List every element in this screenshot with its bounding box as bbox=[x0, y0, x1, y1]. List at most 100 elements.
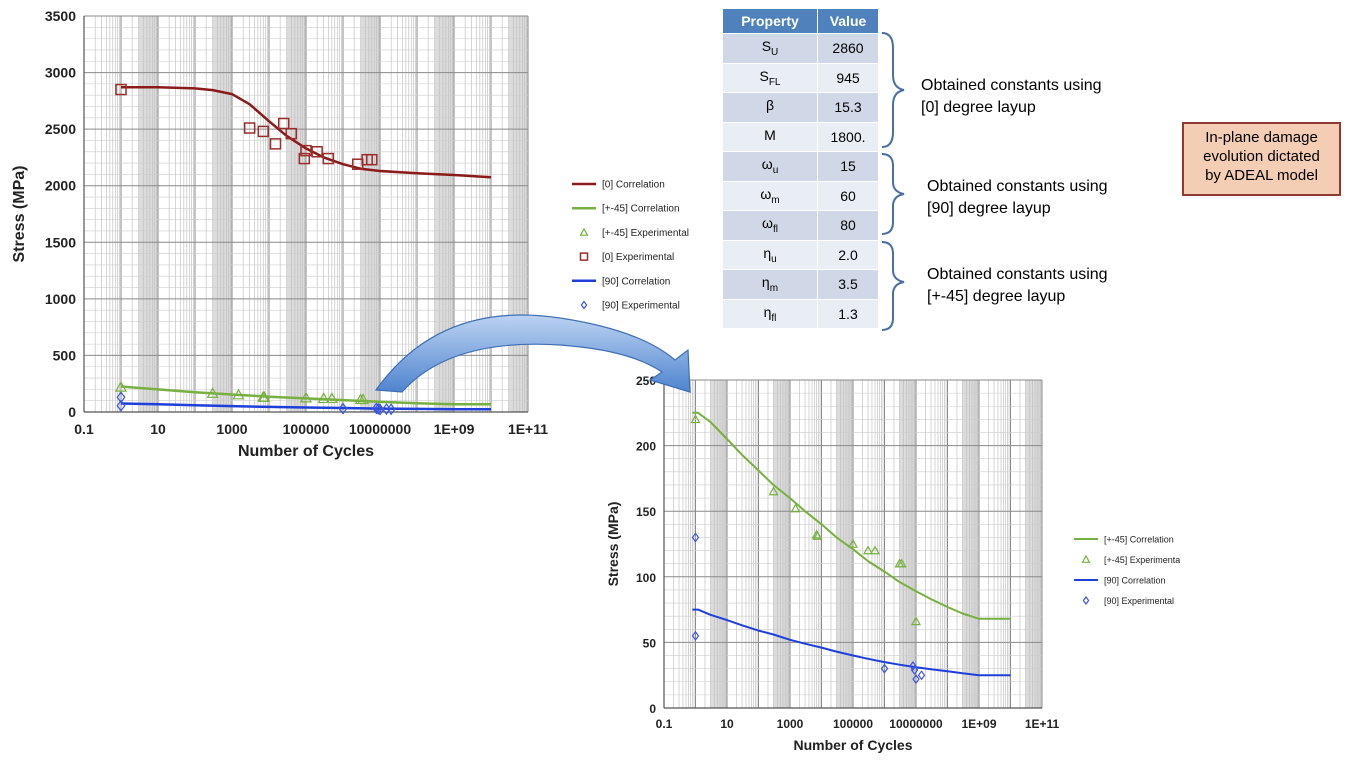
data-point-square bbox=[243, 122, 256, 134]
table-row: β 15.3 bbox=[722, 92, 879, 123]
data-point-diamond bbox=[116, 391, 126, 404]
legend-label: [90] Correlation bbox=[602, 276, 670, 287]
y-tick-label: 150 bbox=[636, 505, 656, 519]
x-tick-label: 1E+11 bbox=[508, 421, 548, 437]
y-tick-label: 3500 bbox=[45, 8, 76, 24]
y-tick-label: 1000 bbox=[45, 291, 76, 307]
y-tick-label: 2500 bbox=[45, 121, 76, 137]
series-line bbox=[692, 608, 1011, 677]
data-point-square bbox=[322, 152, 335, 165]
note-line3: by ADEAL model bbox=[1205, 167, 1318, 184]
data-point-triangle bbox=[232, 388, 245, 400]
x-tick-label: 1000 bbox=[777, 717, 804, 731]
y-tick-label: 100 bbox=[636, 571, 656, 585]
property-cell: ωm bbox=[722, 180, 818, 211]
property-cell: ηfl bbox=[722, 298, 818, 329]
x-tick-label: 100000 bbox=[283, 421, 330, 437]
legend-label: [+-45] Experimental bbox=[1104, 555, 1180, 565]
data-point-square bbox=[366, 153, 378, 166]
data-point-diamond bbox=[909, 661, 917, 672]
data-point-square bbox=[269, 138, 282, 150]
x-tick-label: 1E+09 bbox=[961, 717, 996, 731]
y-tick-label: 2000 bbox=[45, 178, 76, 194]
data-point-diamond bbox=[1082, 596, 1090, 605]
group-label-line1: Obtained constants using bbox=[921, 77, 1102, 94]
data-point-diamond bbox=[375, 403, 385, 416]
data-point-diamond bbox=[386, 403, 396, 416]
y-tick-label: 500 bbox=[53, 347, 77, 363]
property-cell: SU bbox=[722, 33, 818, 64]
x-tick-label: 1E+11 bbox=[1025, 717, 1060, 731]
value-cell: 15 bbox=[817, 151, 879, 182]
value-cell: 1.3 bbox=[817, 298, 879, 329]
decade-band bbox=[434, 16, 454, 412]
adeal-note-box: In-plane damage evolution dictated by AD… bbox=[1182, 122, 1341, 196]
property-cell: ωfl bbox=[722, 210, 818, 241]
brace-45-layup bbox=[881, 241, 905, 331]
y-tick-label: 50 bbox=[643, 636, 657, 650]
zoom-stress-chart: 0 50 100 150 200 250 0.1 10 1000 100000 10000000 1E… bbox=[605, 374, 1180, 753]
table-row: ηu 2.0 bbox=[722, 239, 879, 270]
data-point-diamond bbox=[373, 402, 383, 415]
note-line2: evolution dictated bbox=[1203, 148, 1320, 165]
data-point-triangle bbox=[317, 392, 330, 404]
legend-label: [90] Correlation bbox=[1104, 576, 1166, 586]
data-point-square bbox=[311, 146, 323, 158]
x-axis-title: Number of Cycles bbox=[238, 443, 374, 460]
data-point-triangle bbox=[206, 387, 219, 398]
decade-band bbox=[773, 380, 790, 708]
value-cell: 80 bbox=[817, 210, 879, 241]
data-point-triangle bbox=[812, 530, 823, 540]
series-line bbox=[120, 385, 491, 406]
x-tick-label: 10000000 bbox=[349, 421, 412, 437]
data-point-diamond bbox=[691, 630, 700, 641]
main-stress-chart: 0 500 1000 1500 2000 2500 3000 3500 0.1 10 1000 100… bbox=[11, 8, 689, 460]
header-property: Property bbox=[722, 8, 818, 34]
legend-label: [+-45] Correlation bbox=[1104, 535, 1174, 545]
legend-label: [0] Correlation bbox=[602, 180, 665, 191]
property-cell: ηu bbox=[722, 239, 818, 270]
table-row: SU 2860 bbox=[722, 33, 879, 64]
y-tick-label: 200 bbox=[636, 440, 656, 454]
data-point-triangle bbox=[690, 414, 701, 424]
x-tick-label: 10 bbox=[150, 421, 166, 437]
data-point-triangle bbox=[869, 545, 881, 555]
x-tick-label: 1E+09 bbox=[434, 421, 475, 437]
series-line bbox=[692, 411, 1011, 620]
legend-label: [90] Experimental bbox=[602, 301, 680, 312]
value-cell: 945 bbox=[817, 62, 879, 93]
data-point-triangle bbox=[910, 616, 922, 626]
group-label-line2: [+-45] degree layup bbox=[927, 288, 1066, 305]
property-cell: β bbox=[722, 92, 818, 123]
data-point-triangle bbox=[768, 486, 779, 496]
table-header-row: Property Value bbox=[722, 8, 879, 34]
y-tick-label: 0 bbox=[649, 702, 656, 716]
data-point-square bbox=[257, 125, 270, 138]
y-axis-title: Stress (MPa) bbox=[11, 166, 28, 263]
decade-band bbox=[962, 380, 979, 708]
property-cell: M bbox=[722, 121, 818, 152]
value-cell: 3.5 bbox=[817, 269, 879, 300]
value-cell: 1800. bbox=[817, 121, 879, 152]
data-point-diamond bbox=[338, 402, 348, 415]
table-row: ηfl 1.3 bbox=[722, 298, 879, 329]
table-row: ηm 3.5 bbox=[722, 269, 879, 300]
data-point-triangle bbox=[847, 538, 859, 548]
y-tick-label: 250 bbox=[636, 374, 656, 388]
data-point-diamond bbox=[880, 663, 889, 674]
data-point-triangle bbox=[325, 392, 338, 404]
data-point-triangle bbox=[114, 380, 128, 392]
decade-band bbox=[360, 16, 380, 412]
brace-90-layup bbox=[881, 153, 905, 235]
data-point-square bbox=[300, 144, 312, 157]
group-label-line2: [0] degree layup bbox=[921, 99, 1036, 116]
decade-band bbox=[286, 16, 306, 412]
data-point-triangle bbox=[299, 391, 313, 403]
data-point-triangle bbox=[258, 391, 271, 402]
value-cell: 60 bbox=[817, 180, 879, 211]
group-label-90-layup: Obtained constants using [90] degree lay… bbox=[927, 176, 1108, 220]
group-label-0-layup: Obtained constants using [0] degree layu… bbox=[921, 75, 1102, 119]
property-table: Property Value SU 2860 SFL 945 β 15.3 M 1800… bbox=[722, 8, 879, 329]
y-tick-label: 0 bbox=[68, 404, 76, 420]
group-label-line1: Obtained constants using bbox=[927, 266, 1108, 283]
